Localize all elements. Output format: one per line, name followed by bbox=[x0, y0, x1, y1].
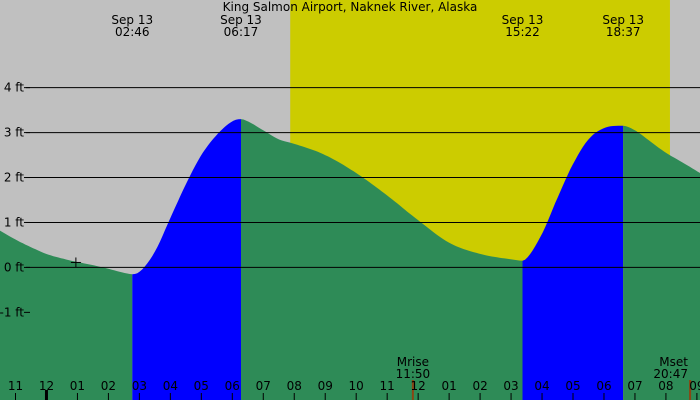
y-tick-label: 4 ft bbox=[4, 81, 24, 95]
hour-tick-label: 07 bbox=[627, 379, 642, 393]
y-tick-label: -1 ft bbox=[0, 305, 24, 319]
current-marker-layer bbox=[70, 257, 81, 268]
extreme-time-label: 15:22 bbox=[505, 25, 540, 39]
hour-tick-label: 04 bbox=[163, 379, 178, 393]
hour-tick-label: 05 bbox=[194, 379, 209, 393]
moon-event-time: 11:50 bbox=[396, 367, 431, 381]
rising-tide-area bbox=[132, 119, 241, 400]
hour-tick-label: 01 bbox=[441, 379, 456, 393]
hour-tick-label: 09 bbox=[318, 379, 333, 393]
falling-tide-area bbox=[623, 125, 700, 400]
y-tick-label: 1 ft bbox=[4, 215, 24, 229]
hour-tick-label: 09 bbox=[689, 379, 700, 393]
extreme-date-label: Sep 13 bbox=[111, 13, 153, 27]
hour-tick-label: 02 bbox=[472, 379, 487, 393]
hour-tick-label: 12 bbox=[411, 379, 426, 393]
extreme-time-label: 18:37 bbox=[606, 25, 641, 39]
y-tick-label: 3 ft bbox=[4, 126, 24, 140]
y-tick-label: 0 ft bbox=[4, 260, 24, 274]
hour-tick-label: 04 bbox=[534, 379, 549, 393]
hour-tick-label: 11 bbox=[380, 379, 395, 393]
hour-tick-label: 05 bbox=[565, 379, 580, 393]
rising-tide-area bbox=[522, 125, 624, 400]
hour-tick-label: 01 bbox=[70, 379, 85, 393]
falling-tide-area bbox=[241, 119, 523, 400]
extreme-time-label: 02:46 bbox=[115, 25, 150, 39]
hour-tick-label: 11 bbox=[8, 379, 23, 393]
moon-event-name: Mrise bbox=[397, 355, 429, 369]
falling-tide-area bbox=[0, 230, 133, 400]
chart-title: King Salmon Airport, Naknek River, Alask… bbox=[223, 0, 478, 14]
extreme-date-label: Sep 13 bbox=[602, 13, 644, 27]
y-axis-labels: 4 ft 3 ft 2 ft 1 ft 0 ft -1 ft bbox=[0, 81, 30, 319]
hour-tick-label: 08 bbox=[287, 379, 302, 393]
hour-tick-label: 02 bbox=[101, 379, 116, 393]
y-tick-label: 2 ft bbox=[4, 171, 24, 185]
hour-tick-label: 07 bbox=[256, 379, 271, 393]
hour-tick-label: 10 bbox=[349, 379, 364, 393]
moon-event-name: Mset bbox=[659, 355, 688, 369]
hour-tick-label: 12 bbox=[39, 379, 54, 393]
hour-tick-label: 03 bbox=[503, 379, 518, 393]
moon-event-time: 20:47 bbox=[653, 367, 688, 381]
extreme-date-label: Sep 13 bbox=[220, 13, 262, 27]
extreme-date-label: Sep 13 bbox=[502, 13, 544, 27]
hour-axis: 11 12 01 02 03 04 05 06 07 08 09 10 11 12 01 02 03 04 05 06… bbox=[8, 379, 700, 400]
hour-tick-label: 06 bbox=[225, 379, 240, 393]
tide-area-layer bbox=[0, 119, 700, 400]
hour-tick-label: 03 bbox=[132, 379, 147, 393]
hour-tick-label: 06 bbox=[596, 379, 611, 393]
hour-tick-label: 08 bbox=[658, 379, 673, 393]
gridline-layer bbox=[26, 87, 700, 268]
extreme-time-label: 06:17 bbox=[224, 25, 259, 39]
